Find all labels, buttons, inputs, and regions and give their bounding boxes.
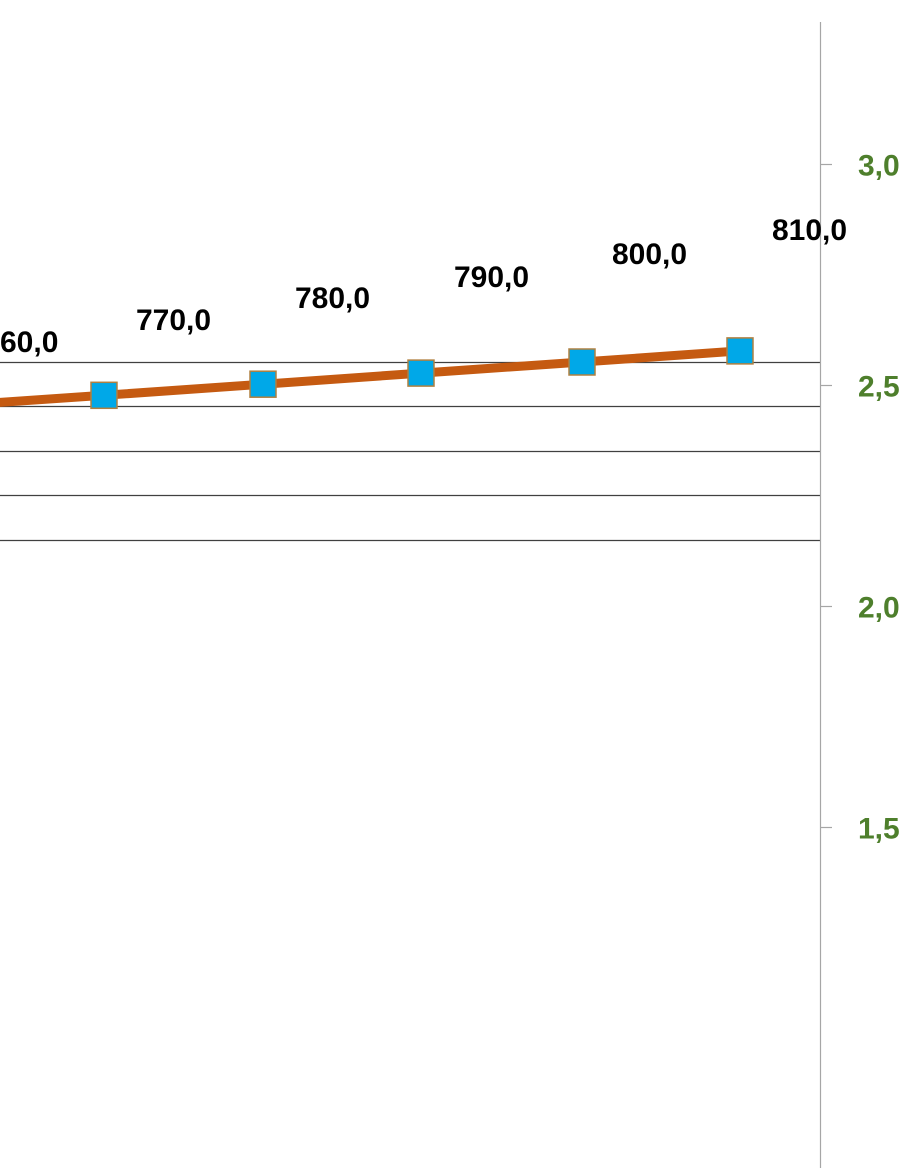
data-label: 770,0: [136, 304, 211, 337]
axis-tick-label: 2,5: [858, 371, 900, 404]
axis-tick-label: 3,0: [858, 150, 900, 183]
data-labels: 60,0 770,0 780,0 790,0 800,0 810,0: [0, 214, 847, 359]
data-label: 800,0: [612, 238, 687, 271]
axis-tick-label: 1,5: [858, 813, 900, 846]
data-point-marker: [249, 370, 277, 398]
secondary-y-axis: 1,5 2,0 2,5 3,0: [819, 22, 900, 1168]
series-path: [0, 346, 745, 407]
data-point-marker: [568, 348, 596, 376]
data-point-marker: [407, 359, 435, 387]
axis-tick-label: 2,0: [858, 592, 900, 625]
data-point-marker: [90, 381, 118, 410]
data-label: 60,0: [0, 326, 58, 359]
data-label: 780,0: [295, 282, 370, 315]
data-label: 810,0: [772, 214, 847, 247]
series-markers: [90, 337, 754, 410]
data-point-marker: [726, 337, 754, 365]
series-line: [0, 346, 745, 407]
data-label: 790,0: [454, 261, 529, 294]
gridlines: [0, 361, 820, 542]
